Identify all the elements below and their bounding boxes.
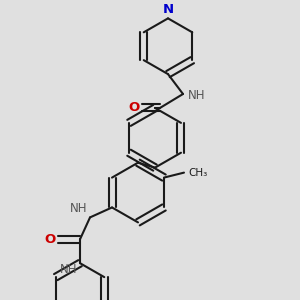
Text: NH: NH xyxy=(59,263,77,276)
Text: O: O xyxy=(44,233,56,246)
Text: NH: NH xyxy=(188,89,206,103)
Text: N: N xyxy=(162,3,174,16)
Text: O: O xyxy=(128,101,140,114)
Text: CH₃: CH₃ xyxy=(188,168,207,178)
Text: NH: NH xyxy=(70,202,87,215)
